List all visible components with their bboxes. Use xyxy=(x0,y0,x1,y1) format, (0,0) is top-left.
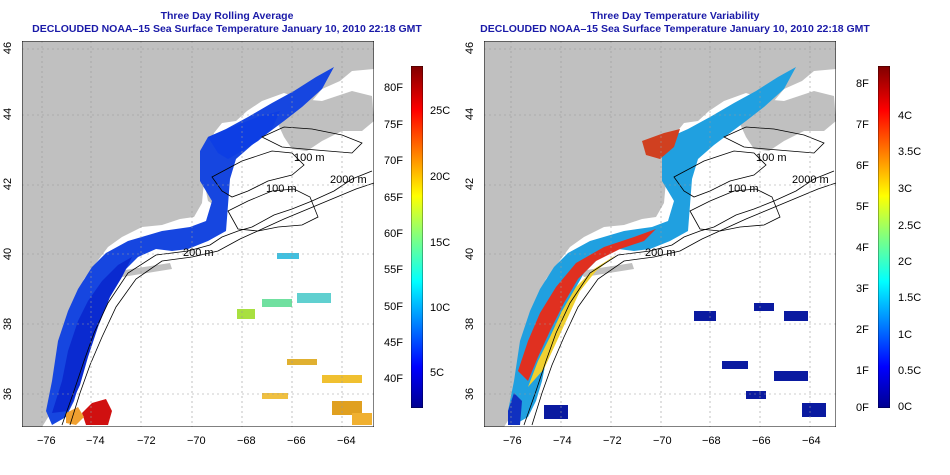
left-sst-inshore xyxy=(52,257,132,413)
cbar-c-label: 0C xyxy=(898,401,913,413)
right-y-tick: 46 xyxy=(464,41,477,55)
right-y-tick: 36 xyxy=(464,387,477,401)
right-var-inshore xyxy=(508,393,522,425)
left-x-tick: −66 xyxy=(287,435,306,447)
left-contour-label: 200 m xyxy=(183,247,214,259)
cbar-c-label: 15C xyxy=(430,237,451,249)
cbar-c-label: 1C xyxy=(898,329,913,341)
left-y-tick: 38 xyxy=(2,317,15,331)
cbar-c-label: 3.5C xyxy=(898,146,922,158)
cbar-f-label: 40F xyxy=(384,373,403,385)
left-y-tick: 44 xyxy=(2,107,15,121)
cbar-f-label: 80F xyxy=(384,82,403,94)
left-y-tick: 42 xyxy=(2,177,15,191)
right-isobaths xyxy=(523,126,836,426)
cbar-f-label: 7F xyxy=(856,119,869,131)
left-contour-label: 100 m xyxy=(294,152,325,164)
cbar-c-label: 2C xyxy=(898,256,913,268)
cbar-c-label: 0.5C xyxy=(898,365,922,377)
right-x-tick: −68 xyxy=(702,435,721,447)
right-contour-label: 100 m xyxy=(728,183,759,195)
right-var-gulfmaine xyxy=(642,129,680,159)
right-x-tick: −64 xyxy=(802,435,821,447)
cbar-c-label: 4C xyxy=(898,110,913,122)
right-land-mainland xyxy=(484,41,836,427)
cbar-f-label: 50F xyxy=(384,301,403,313)
right-y-tick: 40 xyxy=(464,247,477,261)
cbar-f-label: 8F xyxy=(856,78,869,90)
left-sst-gulfmaine xyxy=(208,111,280,159)
cbar-f-label: 45F xyxy=(384,337,403,349)
left-sst-warm-patch xyxy=(66,407,84,425)
left-sst-offshore-patches xyxy=(237,253,372,425)
left-x-tick: −64 xyxy=(337,435,356,447)
cbar-c-label: 3C xyxy=(898,183,913,195)
left-y-tick: 46 xyxy=(2,41,15,55)
right-subtitle-line: DECLOUDED NOAA–15 Sea Surface Temperatur… xyxy=(480,23,870,35)
right-var-offshore-patches xyxy=(544,303,826,419)
left-x-tick: −72 xyxy=(137,435,156,447)
left-map xyxy=(22,41,374,427)
right-colorbar xyxy=(878,66,890,408)
right-var-band-base xyxy=(508,67,796,425)
left-subtitle-line: DECLOUDED NOAA–15 Sea Surface Temperatur… xyxy=(32,23,422,35)
right-title-line: Three Day Temperature Variability xyxy=(590,10,760,22)
right-contour-label: 2000 m xyxy=(792,174,829,186)
cbar-c-label: 2.5C xyxy=(898,220,922,232)
left-x-tick: −74 xyxy=(86,435,105,447)
left-title-line: Three Day Rolling Average xyxy=(160,10,294,22)
cbar-f-label: 0F xyxy=(856,402,869,414)
cbar-f-label: 60F xyxy=(384,228,403,240)
right-x-tick: −70 xyxy=(653,435,672,447)
left-x-tick: −76 xyxy=(37,435,56,447)
cbar-f-label: 5F xyxy=(856,201,869,213)
right-var-high xyxy=(518,229,656,381)
right-x-tick: −76 xyxy=(503,435,522,447)
cbar-f-label: 4F xyxy=(856,242,869,254)
left-sst-coastal xyxy=(46,67,334,425)
cbar-c-label: 1.5C xyxy=(898,292,922,304)
left-grid xyxy=(22,41,374,427)
right-contour-label: 100 m xyxy=(756,152,787,164)
right-var-mid xyxy=(528,255,616,387)
right-y-tick: 44 xyxy=(464,107,477,121)
right-title: Three Day Temperature Variability DECLOU… xyxy=(470,10,880,36)
cbar-c-label: 10C xyxy=(430,302,451,314)
left-x-tick: −68 xyxy=(237,435,256,447)
left-colorbar xyxy=(411,66,423,408)
left-isobaths xyxy=(61,126,374,426)
right-y-tick: 38 xyxy=(464,317,477,331)
cbar-f-label: 55F xyxy=(384,264,403,276)
right-x-tick: −72 xyxy=(603,435,622,447)
left-y-tick: 36 xyxy=(2,387,15,401)
right-contour-label: 200 m xyxy=(645,247,676,259)
left-contour-label: 100 m xyxy=(266,183,297,195)
cbar-c-label: 25C xyxy=(430,105,451,117)
left-contour-label: 2000 m xyxy=(330,174,367,186)
left-land-mainland xyxy=(22,41,374,427)
cbar-f-label: 1F xyxy=(856,365,869,377)
right-x-tick: −66 xyxy=(752,435,771,447)
left-title: Three Day Rolling Average DECLOUDED NOAA… xyxy=(22,10,432,36)
cbar-f-label: 3F xyxy=(856,283,869,295)
left-sst-warm-south xyxy=(82,399,112,425)
cbar-c-label: 5C xyxy=(430,367,445,379)
cbar-f-label: 75F xyxy=(384,119,403,131)
right-map xyxy=(484,41,836,427)
cbar-f-label: 65F xyxy=(384,192,403,204)
cbar-f-label: 2F xyxy=(856,324,869,336)
cbar-c-label: 20C xyxy=(430,171,451,183)
right-x-tick: −74 xyxy=(553,435,572,447)
left-y-tick: 40 xyxy=(2,247,15,261)
cbar-f-label: 6F xyxy=(856,160,869,172)
left-x-tick: −70 xyxy=(187,435,206,447)
right-grid xyxy=(484,41,836,427)
cbar-f-label: 70F xyxy=(384,155,403,167)
right-y-tick: 42 xyxy=(464,177,477,191)
left-land-long-island xyxy=(118,263,172,277)
